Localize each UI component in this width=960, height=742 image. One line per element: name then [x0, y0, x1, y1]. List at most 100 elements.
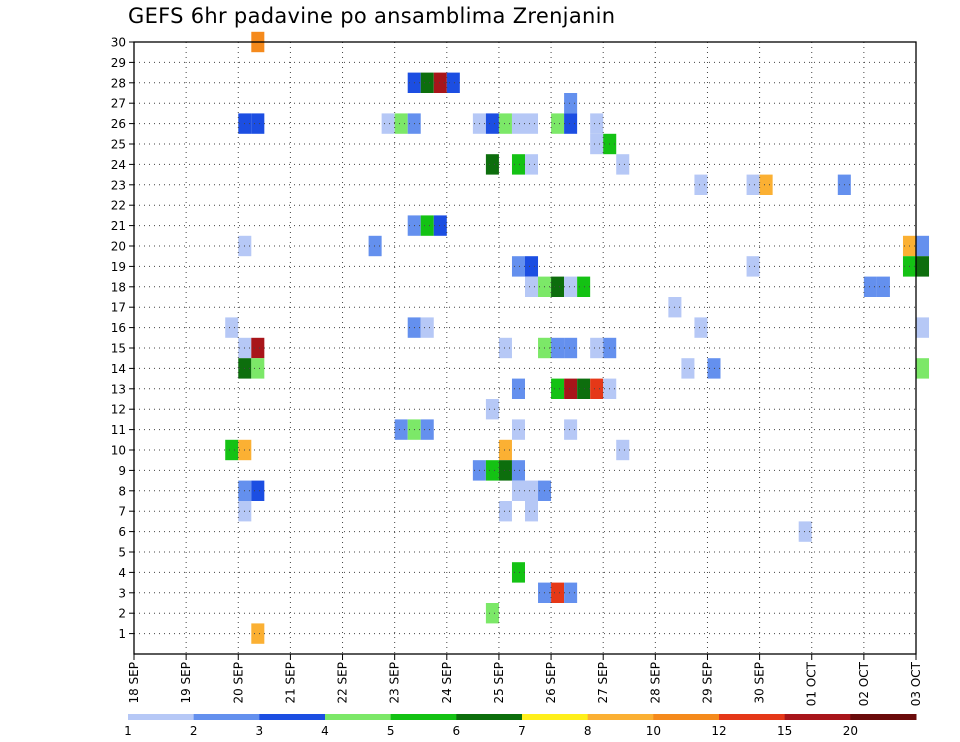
y-tick-label: 26 — [111, 117, 126, 131]
legend-swatch — [719, 714, 786, 720]
legend-swatch — [587, 714, 654, 720]
precip-cell — [251, 358, 265, 379]
legend-label: 10 — [646, 724, 661, 738]
dotted-grid — [134, 41, 916, 654]
precip-cell — [485, 113, 499, 134]
y-tick-label: 29 — [111, 56, 126, 70]
precip-cell — [394, 113, 408, 134]
precip-cell — [759, 174, 773, 195]
precip-cell — [564, 378, 578, 399]
y-tick-label: 17 — [111, 301, 126, 315]
axes: 1234567891011121314151617181920212223242… — [111, 36, 923, 707]
precip-cell — [551, 378, 565, 399]
y-tick-label: 28 — [111, 76, 126, 90]
legend-swatch — [390, 714, 457, 720]
legend-label: 2 — [190, 724, 198, 738]
precip-cell — [368, 235, 382, 257]
legend-swatch — [193, 714, 260, 720]
precip-cell — [498, 113, 512, 134]
y-tick-label: 23 — [111, 178, 126, 192]
precip-cells — [225, 31, 930, 644]
precip-cell — [511, 378, 525, 399]
precip-cell — [251, 337, 265, 359]
legend-label: 15 — [777, 724, 792, 738]
x-tick-label: 30 SEP — [753, 662, 767, 704]
precip-cell — [485, 154, 499, 175]
precip-cell — [485, 460, 499, 481]
x-tick-label: 23 SEP — [388, 662, 402, 704]
x-tick-label: 21 SEP — [283, 662, 297, 704]
legend-label: 12 — [711, 724, 726, 738]
legend-swatch — [850, 714, 917, 720]
legend-swatch — [784, 714, 851, 720]
precip-cell — [916, 235, 930, 257]
y-tick-label: 12 — [111, 403, 126, 417]
y-tick-label: 21 — [111, 219, 126, 233]
precip-cell — [590, 133, 604, 155]
precip-cell — [498, 337, 512, 359]
y-tick-label: 5 — [118, 546, 126, 560]
y-tick-label: 13 — [111, 382, 126, 396]
legend-swatch — [522, 714, 589, 720]
x-tick-label: 01 OCT — [805, 661, 819, 706]
precip-cell — [525, 480, 539, 501]
precip-cell — [551, 337, 565, 359]
precip-cell — [225, 439, 239, 461]
color-legend: 1 2 3 4 5 6 7 8 10 12 15 20 — [124, 714, 917, 738]
precip-cell — [251, 113, 265, 134]
precip-cell — [511, 256, 525, 277]
y-tick-label: 16 — [111, 321, 126, 335]
precip-cell — [577, 276, 591, 297]
precip-cell — [746, 174, 760, 195]
y-tick-label: 22 — [111, 199, 126, 213]
precip-cell — [511, 113, 525, 134]
legend-label: 6 — [453, 724, 461, 738]
y-tick-label: 4 — [118, 566, 126, 580]
y-tick-label: 20 — [111, 240, 126, 254]
legend-label: 5 — [387, 724, 395, 738]
x-tick-label: 27 SEP — [596, 662, 610, 704]
legend-label: 20 — [843, 724, 858, 738]
precip-cell — [251, 480, 265, 501]
y-tick-label: 30 — [111, 36, 126, 50]
x-tick-label: 03 OCT — [909, 661, 923, 706]
y-tick-label: 7 — [118, 505, 126, 519]
precip-cell — [381, 113, 395, 134]
y-tick-label: 15 — [111, 342, 126, 356]
precip-cell — [485, 399, 499, 420]
precip-cell — [525, 154, 539, 175]
y-tick-label: 27 — [111, 97, 126, 111]
x-tick-label: 24 SEP — [440, 662, 454, 704]
precip-cell — [916, 358, 930, 379]
precip-cell — [551, 113, 565, 134]
precip-cell — [446, 72, 460, 93]
precip-cell — [707, 358, 721, 379]
precip-cell — [433, 215, 447, 236]
y-tick-label: 11 — [111, 423, 126, 437]
precip-cell — [694, 174, 708, 195]
y-tick-label: 19 — [111, 260, 126, 274]
y-tick-label: 6 — [118, 525, 126, 539]
x-tick-label: 19 SEP — [179, 662, 193, 704]
precip-cell — [746, 256, 760, 277]
x-tick-label: 22 SEP — [336, 662, 350, 704]
precip-cell — [694, 317, 708, 338]
precip-cell — [225, 317, 239, 338]
precip-cell — [433, 72, 447, 93]
legend-swatch — [325, 714, 392, 720]
precip-cell — [876, 276, 890, 297]
x-tick-label: 20 SEP — [231, 662, 245, 704]
y-tick-label: 10 — [111, 444, 126, 458]
legend-swatch — [456, 714, 523, 720]
precip-cell — [863, 276, 877, 297]
precip-cell — [498, 439, 512, 461]
precip-cell — [564, 419, 578, 440]
x-tick-label: 26 SEP — [544, 662, 558, 704]
precip-cell — [394, 419, 408, 440]
precip-cell — [511, 460, 525, 481]
legend-label: 7 — [518, 724, 526, 738]
precip-cell — [798, 521, 812, 542]
precip-cell — [511, 154, 525, 175]
x-tick-label: 02 OCT — [857, 661, 871, 706]
